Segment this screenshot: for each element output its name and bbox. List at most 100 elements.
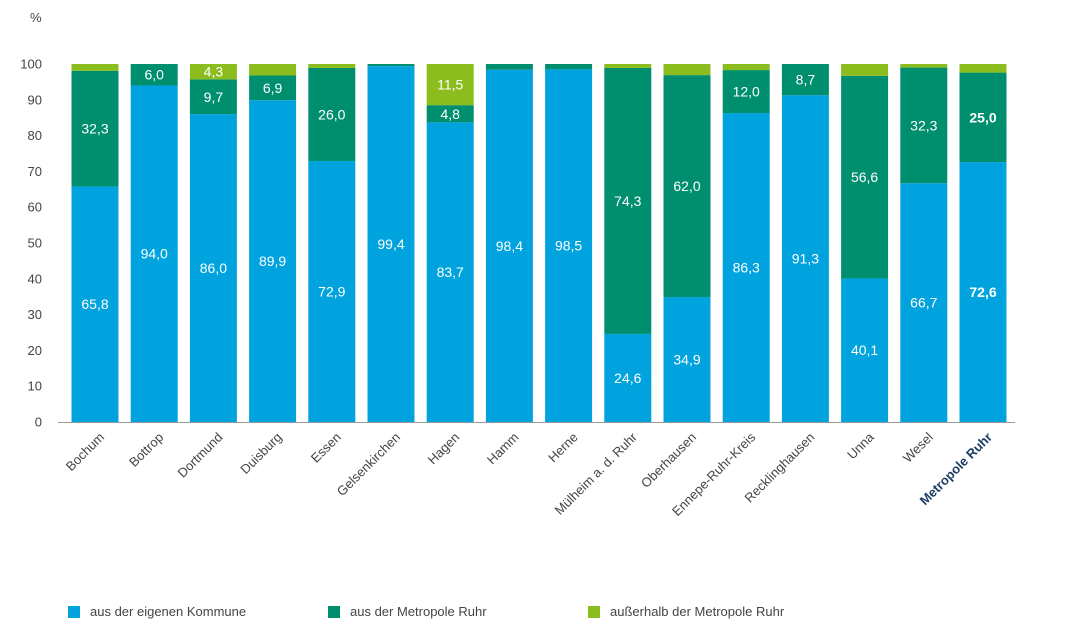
x-tick-label: Oberhausen (638, 430, 699, 491)
legend-label: aus der eigenen Kommune (90, 604, 247, 619)
bar-value-label: 74,3 (614, 193, 641, 209)
y-tick-label: 60 (28, 200, 42, 215)
bar-segment-2 (130, 64, 178, 86)
bar-segment-1 (130, 85, 178, 422)
x-tick-label: Hamm (484, 430, 522, 468)
bar-segment-1 (722, 113, 770, 423)
bar-segment-2 (367, 64, 415, 67)
bar-value-label: 4,3 (204, 64, 224, 80)
y-tick-label: 80 (28, 128, 42, 143)
bar-segment-2 (959, 72, 1007, 163)
bar-segment-1 (841, 278, 889, 422)
bar-segment-1 (249, 100, 297, 423)
legend-label: aus der Metropole Ruhr (350, 604, 487, 619)
y-tick-label: 20 (28, 343, 42, 358)
bar-value-label: 6,0 (144, 67, 164, 83)
bar-segment-2 (781, 64, 829, 96)
bar-segment-2 (189, 79, 237, 115)
bar-value-label: 72,6 (969, 284, 996, 300)
legend-swatch (328, 605, 340, 618)
bar-segment-3 (308, 64, 356, 68)
bar-segment-1 (959, 162, 1007, 423)
bar-segment-2 (604, 67, 652, 334)
bar-segment-2 (426, 105, 474, 123)
bar-value-label: 65,8 (81, 296, 108, 312)
legend-swatch (588, 605, 600, 618)
x-tick-label: Gelsenkirchen (334, 430, 403, 499)
x-tick-label: Bottrop (126, 430, 166, 470)
bar-segment-2 (722, 70, 770, 114)
bar-segment-3 (900, 64, 948, 68)
y-tick-label: 100 (20, 57, 42, 72)
legend-item: außerhalb der Metropole Ruhr (588, 604, 784, 619)
y-tick-label: 90 (28, 92, 42, 107)
legend: aus der eigenen Kommune aus der Metropole… (0, 604, 1080, 626)
bar-value-label: 66,7 (910, 295, 937, 311)
bar-segment-3 (189, 64, 237, 80)
bar-value-label: 94,0 (141, 246, 168, 262)
legend-swatch (68, 605, 80, 618)
bar-value-label: 26,0 (318, 106, 345, 122)
bar-segment-1 (545, 69, 593, 423)
x-tick-label: Duisburg (237, 430, 284, 477)
bar-segment-3 (722, 64, 770, 71)
x-tick-label: Dortmund (175, 430, 226, 481)
bar-segment-2 (71, 70, 119, 187)
bar-value-label: 89,9 (259, 253, 286, 269)
y-tick-label: 30 (28, 307, 42, 322)
bar-value-label: 24,6 (614, 370, 641, 386)
bar-segment-1 (900, 183, 948, 422)
bar-segment-1 (604, 333, 652, 422)
bar-segment-3 (249, 64, 297, 76)
y-axis-label: % (30, 10, 42, 25)
x-tick-label: Bochum (63, 430, 107, 474)
bar-segment-1 (367, 66, 415, 422)
y-tick-label: 40 (28, 271, 42, 286)
x-axis: Bochum Bottrop Dortmund Duisburg EssenGelsen… (58, 422, 1015, 519)
bar-segment-3 (663, 64, 711, 76)
bar-segment-2 (308, 67, 356, 162)
y-tick-label: 10 (28, 379, 42, 394)
x-tick-label: Wesel (900, 429, 936, 465)
bar-segment-1 (189, 114, 237, 423)
bar-segment-1 (308, 161, 356, 422)
bar-segment-1 (781, 95, 829, 423)
bar-value-label: 72,9 (318, 284, 345, 300)
bar-segment-3 (604, 64, 652, 68)
bar-segment-1 (71, 186, 119, 422)
x-tick-label: Herne (545, 430, 581, 466)
bar-segment-2 (900, 67, 948, 184)
bar-segment-3 (841, 64, 889, 76)
bar-value-label: 99,4 (377, 236, 404, 252)
bar-value-label: 86,0 (200, 260, 227, 276)
bar-value-label: 34,9 (673, 352, 700, 368)
bar-value-label: 9,7 (204, 89, 224, 105)
bar-value-label: 25,0 (969, 109, 996, 125)
bar-segment-2 (841, 75, 889, 279)
bar-value-label: 4,8 (440, 106, 460, 122)
bar-value-label: 32,3 (81, 121, 108, 137)
bar-segment-2 (249, 75, 297, 101)
bar-value-label: 40,1 (851, 342, 878, 358)
y-axis: 0 10 20 30 40 50 60 70 80 90 100 (20, 57, 42, 430)
bar-value-label: 91,3 (792, 251, 819, 267)
bar-value-label: 11,5 (437, 77, 463, 93)
bar-value-label: 62,0 (673, 178, 700, 194)
bar-segment-1 (485, 69, 533, 422)
bar-value-label: 98,4 (496, 238, 523, 254)
bar-value-label: 32,3 (910, 117, 937, 133)
y-tick-label: 0 (35, 415, 42, 430)
bar-segment-3 (71, 64, 119, 71)
bar-segment-3 (426, 64, 474, 106)
y-tick-label: 70 (28, 164, 42, 179)
bar-value-label: 6,9 (263, 80, 283, 96)
bar-area: 65,8 32,3 94,0 6,0 86,0 9,7 4,3 89,9 6,9 72,9 26,0… (71, 64, 1007, 423)
bar-value-label: 83,7 (437, 264, 464, 280)
bar-value-label: 8,7 (796, 72, 816, 88)
bar-segment-2 (663, 75, 711, 298)
bar-value-label: 56,6 (851, 169, 878, 185)
x-tick-label: Unna (844, 429, 877, 462)
x-tick-label: Essen (308, 430, 344, 466)
stacked-bar-chart: % 0 10 20 30 40 50 60 70 80 90 100 65,8 32,3 94,0 6,0… (20, 10, 1015, 519)
bar-value-label: 98,5 (555, 238, 582, 254)
